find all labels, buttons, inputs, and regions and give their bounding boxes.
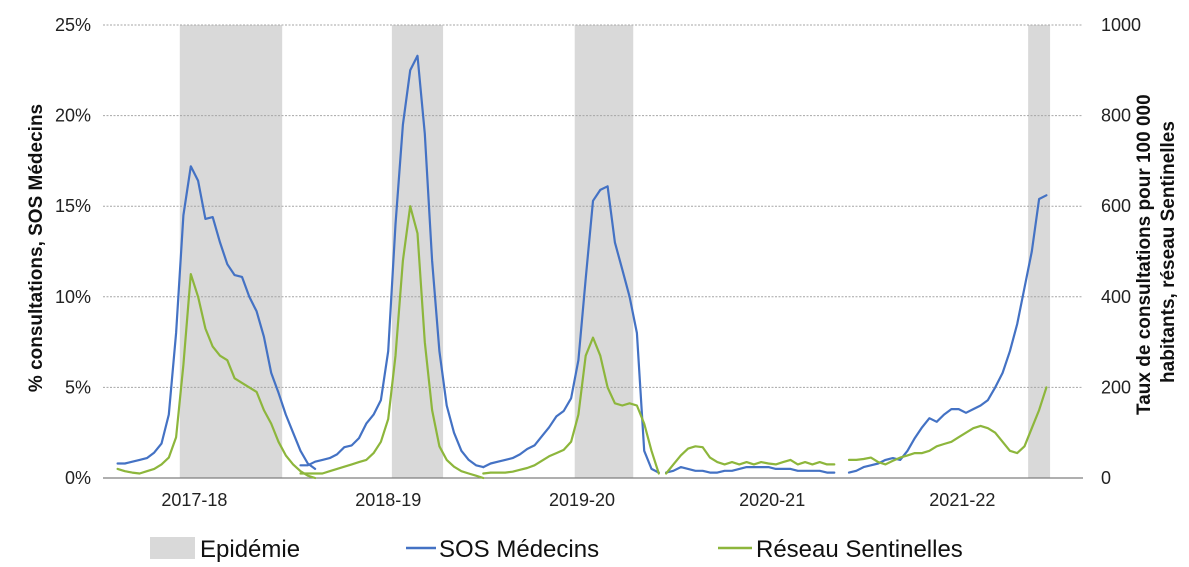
- right-tick-label: 400: [1101, 287, 1131, 307]
- right-axis-title-line-2: habitants, réseau Sentinelles: [1158, 121, 1179, 383]
- epidemic-periods: [179, 25, 1051, 478]
- series-line-segment-1: [299, 54, 485, 469]
- left-tick-label: 10%: [55, 287, 91, 307]
- left-axis-title: % consultations, SOS Médecins: [26, 104, 47, 392]
- legend: Epidémie SOS Médecins Réseau Sentinelles: [150, 536, 963, 563]
- left-tick-label: 25%: [55, 15, 91, 35]
- left-axis-ticks: 0% 5% 10% 15% 20% 25%: [55, 15, 91, 488]
- epidemic-band-1: [391, 25, 444, 478]
- series-line-segment-2: [482, 336, 660, 475]
- left-tick-label: 0%: [65, 468, 91, 488]
- left-tick-label: 20%: [55, 106, 91, 126]
- series-line-segment-2: [482, 185, 660, 474]
- right-axis-ticks: 0 200 400 600 800 1000: [1101, 15, 1141, 488]
- series-line-segment-3: [664, 445, 836, 475]
- epidemic-band-3: [1028, 25, 1051, 478]
- legend-sos-label: SOS Médecins: [439, 536, 599, 563]
- right-tick-label: 200: [1101, 377, 1131, 397]
- right-tick-label: 0: [1101, 468, 1111, 488]
- series-line-segment-1: [299, 205, 485, 480]
- series-line-segment-4: [847, 194, 1048, 474]
- right-tick-label: 600: [1101, 196, 1131, 216]
- right-tick-label: 800: [1101, 106, 1131, 126]
- right-tick-label: 1000: [1101, 15, 1141, 35]
- series-line-segment-4: [847, 386, 1048, 466]
- series-sos-medecins: [116, 54, 1048, 474]
- series-reseau-sentinelles: [116, 205, 1048, 480]
- season-label: 2017-18: [161, 490, 227, 510]
- season-label: 2019-20: [549, 490, 615, 510]
- epidemic-band-2: [574, 25, 634, 478]
- series-lines: [116, 54, 1048, 480]
- series-line-segment-0: [116, 273, 317, 480]
- epidemic-band-0: [179, 25, 283, 478]
- legend-epidemic-swatch: [150, 537, 195, 559]
- season-label: 2021-22: [929, 490, 995, 510]
- season-label: 2020-21: [739, 490, 805, 510]
- legend-epidemic-label: Epidémie: [200, 536, 300, 563]
- left-tick-label: 5%: [65, 377, 91, 397]
- left-tick-label: 15%: [55, 196, 91, 216]
- series-line-segment-3: [664, 466, 836, 474]
- right-axis-title-line-1: Taux de consultations pour 100 000: [1134, 94, 1155, 415]
- right-axis-title: Taux de consultations pour 100 000 habit…: [1134, 89, 1179, 415]
- x-axis-season-labels: 2017-18 2018-19 2019-20 2020-21 2021-22: [161, 490, 995, 510]
- legend-sentinelles-label: Réseau Sentinelles: [756, 536, 963, 563]
- series-line-segment-0: [116, 165, 317, 470]
- season-label: 2018-19: [355, 490, 421, 510]
